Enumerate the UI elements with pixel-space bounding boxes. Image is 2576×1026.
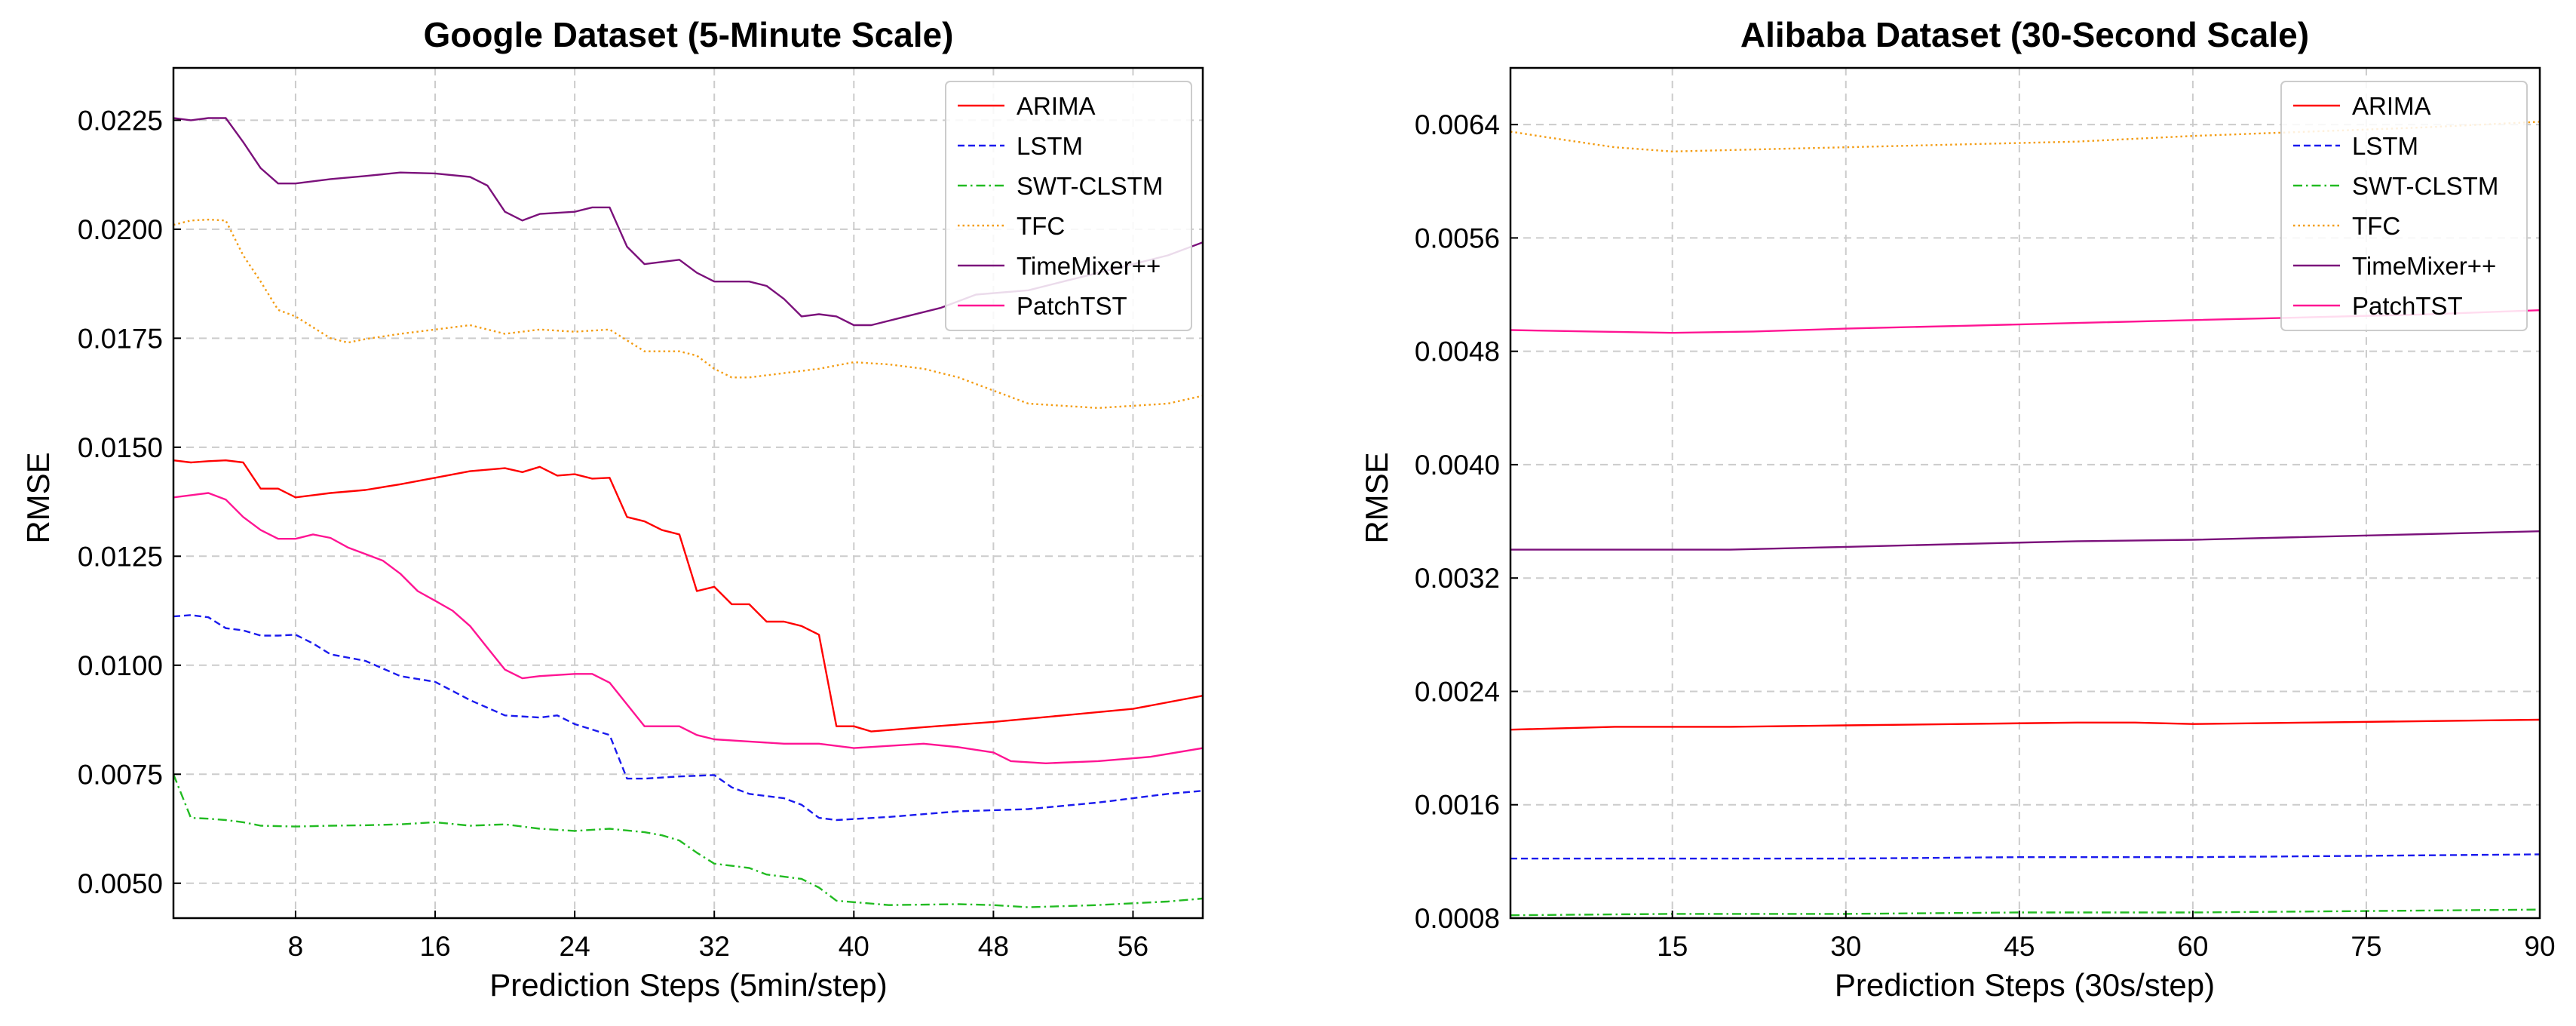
x-tick-label: 40 [839,931,869,962]
legend-label: SWT-CLSTM [2352,172,2498,200]
y-axis-label: RMSE [1359,452,1394,543]
y-tick-label: 0.0075 [78,759,163,790]
legend-label: ARIMA [1017,92,1096,120]
legend-box [945,81,1192,331]
y-tick-label: 0.0064 [1415,109,1500,140]
y-tick-label: 0.0100 [78,650,163,681]
series-line-timemixer- [1510,530,2540,551]
y-tick-label: 0.0150 [78,432,163,463]
series-line-swt-clstm [173,773,1203,908]
legend-label: PatchTST [1017,292,1127,320]
x-tick-label: 60 [2177,931,2208,962]
google-chart-panel: Google Dataset (5-Minute Scale) Predicti… [20,15,1204,1003]
x-tick-label: 90 [2524,931,2555,962]
x-tick-label: 30 [1830,931,1861,962]
plot-frame [1509,66,2541,920]
x-tick-label: 56 [1118,931,1148,962]
x-tick-label: 16 [419,931,450,962]
series-group [173,117,1203,908]
alibaba-chart-panel: Alibaba Dataset (30-Second Scale) Predic… [1359,15,2556,1003]
series-line-arima [1510,718,2540,731]
series-line-timemixer- [173,117,1203,327]
y-tick-label: 0.0200 [78,214,163,245]
series-line-swt-clstm [1510,908,2540,917]
y-tick-label: 0.0056 [1415,223,1500,253]
y-tick-label: 0.0175 [78,323,163,354]
y-tick-label: 0.0050 [78,868,163,899]
legend-label: LSTM [1017,132,1083,160]
x-tick-label: 45 [2004,931,2035,962]
x-tick-label: 48 [978,931,1009,962]
chart-title: Alibaba Dataset (30-Second Scale) [1740,15,2309,54]
series-line-patchtst [173,492,1203,764]
plot-frame [172,66,1204,920]
x-tick-label: 32 [699,931,730,962]
y-axis-label: RMSE [20,452,56,543]
legend-label: PatchTST [2352,292,2463,320]
y-tick-label: 0.0125 [78,541,163,572]
legend-box [2280,81,2528,331]
x-tick-label: 24 [560,931,590,962]
legend-label: SWT-CLSTM [1017,172,1163,200]
y-tick-label: 0.0016 [1415,790,1500,821]
x-tick-label: 75 [2351,931,2381,962]
y-tick-label: 0.0048 [1415,336,1500,367]
y-tick-label: 0.0225 [78,105,163,136]
series-line-lstm [1510,853,2540,860]
y-tick-label: 0.0024 [1415,676,1500,707]
x-axis-label: Prediction Steps (5min/step) [489,967,888,1003]
y-tick-label: 0.0008 [1415,903,1500,934]
chart-title: Google Dataset (5-Minute Scale) [424,15,954,54]
legend-label: LSTM [2352,132,2418,160]
y-tick-label: 0.0032 [1415,563,1500,594]
series-line-arima [173,459,1203,733]
legend-label: TimeMixer++ [1017,252,1161,280]
x-tick-label: 8 [288,931,304,962]
x-tick-label: 15 [1657,931,1688,962]
x-axis-label: Prediction Steps (30s/step) [1835,967,2215,1003]
series-line-lstm [173,614,1203,822]
legend-label: TFC [2352,212,2400,240]
y-tick-label: 0.0040 [1415,450,1500,481]
legend-label: TimeMixer++ [2352,252,2496,280]
legend-label: TFC [1017,212,1065,240]
legend-label: ARIMA [2352,92,2431,120]
